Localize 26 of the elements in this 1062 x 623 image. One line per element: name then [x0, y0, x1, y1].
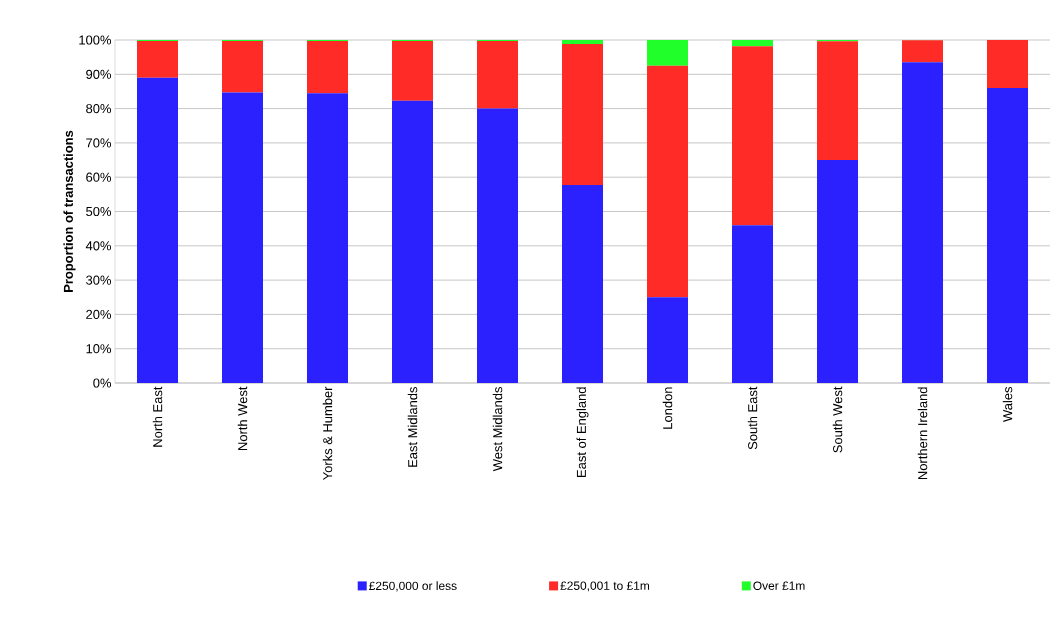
x-tick-label: Wales [1002, 386, 1013, 422]
y-tick-label: 50% [86, 206, 112, 217]
y-tick-label: 70% [86, 138, 112, 148]
x-tick-label: South West [832, 386, 843, 453]
y-tick-label: 60% [86, 172, 112, 182]
x-tick-label: Northern Ireland [917, 387, 928, 480]
y-tick-label: 0% [93, 378, 112, 388]
x-tick-label: West Midlands [492, 387, 503, 472]
y-tick-label: 20% [86, 309, 112, 319]
x-tick-label: South East [747, 386, 758, 450]
y-tick-label: 30% [86, 275, 112, 285]
y-tick-label: 80% [86, 104, 112, 114]
x-tick-label: North East [152, 386, 163, 447]
x-tick-label: North West [237, 386, 248, 450]
y-tick-label: 10% [86, 344, 112, 354]
legend-label: £250,001 to £1m [560, 581, 650, 592]
x-tick-label: London [662, 387, 673, 429]
legend-label: £250,000 or less [369, 581, 457, 592]
y-tick-label: 90% [86, 69, 112, 79]
x-tick-label: Yorks & Humber [322, 386, 333, 481]
y-axis-title: Proportion of transactions [63, 130, 76, 292]
legend-label: Over £1m [753, 581, 805, 590]
x-tick-label: East of England [576, 387, 589, 477]
y-tick-label: 40% [85, 241, 112, 251]
y-tick-label: 100% [79, 35, 112, 45]
x-tick-label: East Midlands [407, 387, 418, 467]
